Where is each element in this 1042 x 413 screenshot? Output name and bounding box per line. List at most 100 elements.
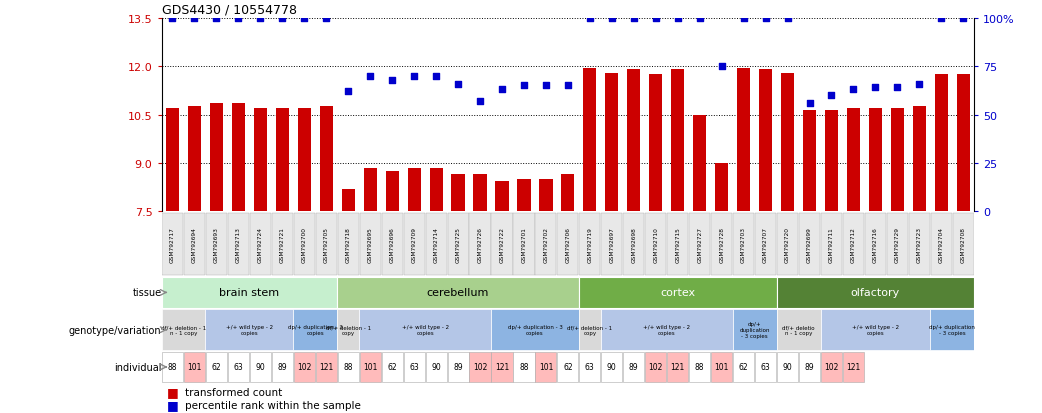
Text: GSM792704: GSM792704	[939, 226, 944, 262]
Point	[165, 15, 181, 22]
FancyBboxPatch shape	[447, 213, 469, 275]
Bar	[429, 169, 443, 212]
FancyBboxPatch shape	[403, 213, 425, 275]
Text: GSM792712: GSM792712	[851, 226, 855, 262]
Text: cerebellum: cerebellum	[427, 288, 490, 298]
Text: +/+ wild type - 2
copies: +/+ wild type - 2 copies	[643, 324, 690, 335]
FancyBboxPatch shape	[667, 213, 689, 275]
FancyBboxPatch shape	[734, 353, 754, 382]
Text: 63: 63	[410, 363, 419, 372]
Bar	[803, 110, 816, 212]
FancyBboxPatch shape	[250, 353, 271, 382]
FancyBboxPatch shape	[645, 213, 666, 275]
Text: 88: 88	[344, 363, 353, 372]
FancyBboxPatch shape	[338, 309, 359, 350]
FancyBboxPatch shape	[162, 353, 183, 382]
FancyBboxPatch shape	[294, 213, 315, 275]
Point	[801, 100, 818, 107]
Bar	[759, 70, 772, 212]
Bar	[254, 109, 267, 212]
Bar	[473, 175, 487, 212]
Text: GSM792726: GSM792726	[477, 226, 482, 262]
Text: dp/+ duplication - 3
copies: dp/+ duplication - 3 copies	[507, 324, 563, 335]
FancyBboxPatch shape	[536, 213, 556, 275]
Bar	[166, 109, 179, 212]
Text: 101: 101	[188, 363, 202, 372]
FancyBboxPatch shape	[821, 213, 842, 275]
Point	[867, 85, 884, 91]
FancyBboxPatch shape	[514, 353, 535, 382]
Text: GSM792729: GSM792729	[895, 226, 900, 262]
Bar	[737, 69, 750, 212]
Text: GSM792722: GSM792722	[499, 226, 504, 262]
Point	[428, 73, 445, 80]
Text: GSM792697: GSM792697	[610, 226, 615, 262]
Bar	[715, 164, 728, 212]
Text: dp/+ duplication
- 3 copies: dp/+ duplication - 3 copies	[929, 324, 975, 335]
Text: GSM792711: GSM792711	[829, 227, 834, 262]
Bar	[407, 169, 421, 212]
FancyBboxPatch shape	[711, 353, 733, 382]
Bar	[386, 172, 399, 212]
FancyBboxPatch shape	[557, 353, 578, 382]
Text: GSM792702: GSM792702	[544, 226, 548, 262]
FancyBboxPatch shape	[843, 353, 864, 382]
FancyBboxPatch shape	[557, 213, 578, 275]
FancyBboxPatch shape	[843, 213, 864, 275]
Bar	[671, 70, 685, 212]
FancyBboxPatch shape	[359, 213, 380, 275]
Bar	[231, 104, 245, 212]
Point	[494, 87, 511, 93]
Text: ■: ■	[167, 385, 178, 399]
Text: 101: 101	[715, 363, 728, 372]
Text: GSM792708: GSM792708	[961, 226, 966, 262]
FancyBboxPatch shape	[425, 353, 447, 382]
Text: 88: 88	[168, 363, 177, 372]
FancyBboxPatch shape	[799, 213, 820, 275]
Text: 62: 62	[739, 363, 748, 372]
FancyBboxPatch shape	[162, 213, 183, 275]
Text: +/+ wild type - 2
copies: +/+ wild type - 2 copies	[401, 324, 449, 335]
FancyBboxPatch shape	[711, 213, 733, 275]
FancyBboxPatch shape	[820, 309, 931, 350]
FancyBboxPatch shape	[689, 213, 711, 275]
Text: GSM792716: GSM792716	[873, 227, 878, 262]
Bar	[540, 180, 552, 212]
Bar	[649, 75, 663, 212]
Point	[889, 85, 905, 91]
FancyBboxPatch shape	[206, 353, 227, 382]
Text: 62: 62	[563, 363, 573, 372]
FancyBboxPatch shape	[205, 309, 293, 350]
Point	[383, 77, 400, 84]
Point	[472, 98, 489, 105]
FancyBboxPatch shape	[294, 353, 315, 382]
Text: 121: 121	[671, 363, 685, 372]
Point	[779, 15, 796, 22]
Text: GSM792699: GSM792699	[807, 226, 812, 262]
FancyBboxPatch shape	[470, 213, 491, 275]
Point	[954, 15, 971, 22]
FancyBboxPatch shape	[514, 213, 535, 275]
FancyBboxPatch shape	[623, 353, 644, 382]
Bar	[891, 109, 904, 212]
Text: GSM792721: GSM792721	[280, 226, 284, 262]
Point	[714, 64, 730, 70]
FancyBboxPatch shape	[403, 353, 425, 382]
FancyBboxPatch shape	[316, 353, 337, 382]
FancyBboxPatch shape	[470, 353, 491, 382]
Bar	[188, 107, 201, 212]
Point	[933, 15, 949, 22]
FancyBboxPatch shape	[667, 353, 689, 382]
Text: 63: 63	[233, 363, 243, 372]
Point	[187, 15, 203, 22]
Text: 89: 89	[804, 363, 815, 372]
Bar	[780, 74, 794, 212]
Point	[911, 81, 927, 88]
Text: GSM792700: GSM792700	[302, 226, 306, 262]
FancyBboxPatch shape	[492, 353, 513, 382]
FancyBboxPatch shape	[821, 353, 842, 382]
Text: GSM792695: GSM792695	[368, 226, 373, 262]
Text: 121: 121	[319, 363, 333, 372]
Text: 89: 89	[629, 363, 639, 372]
FancyBboxPatch shape	[601, 309, 733, 350]
